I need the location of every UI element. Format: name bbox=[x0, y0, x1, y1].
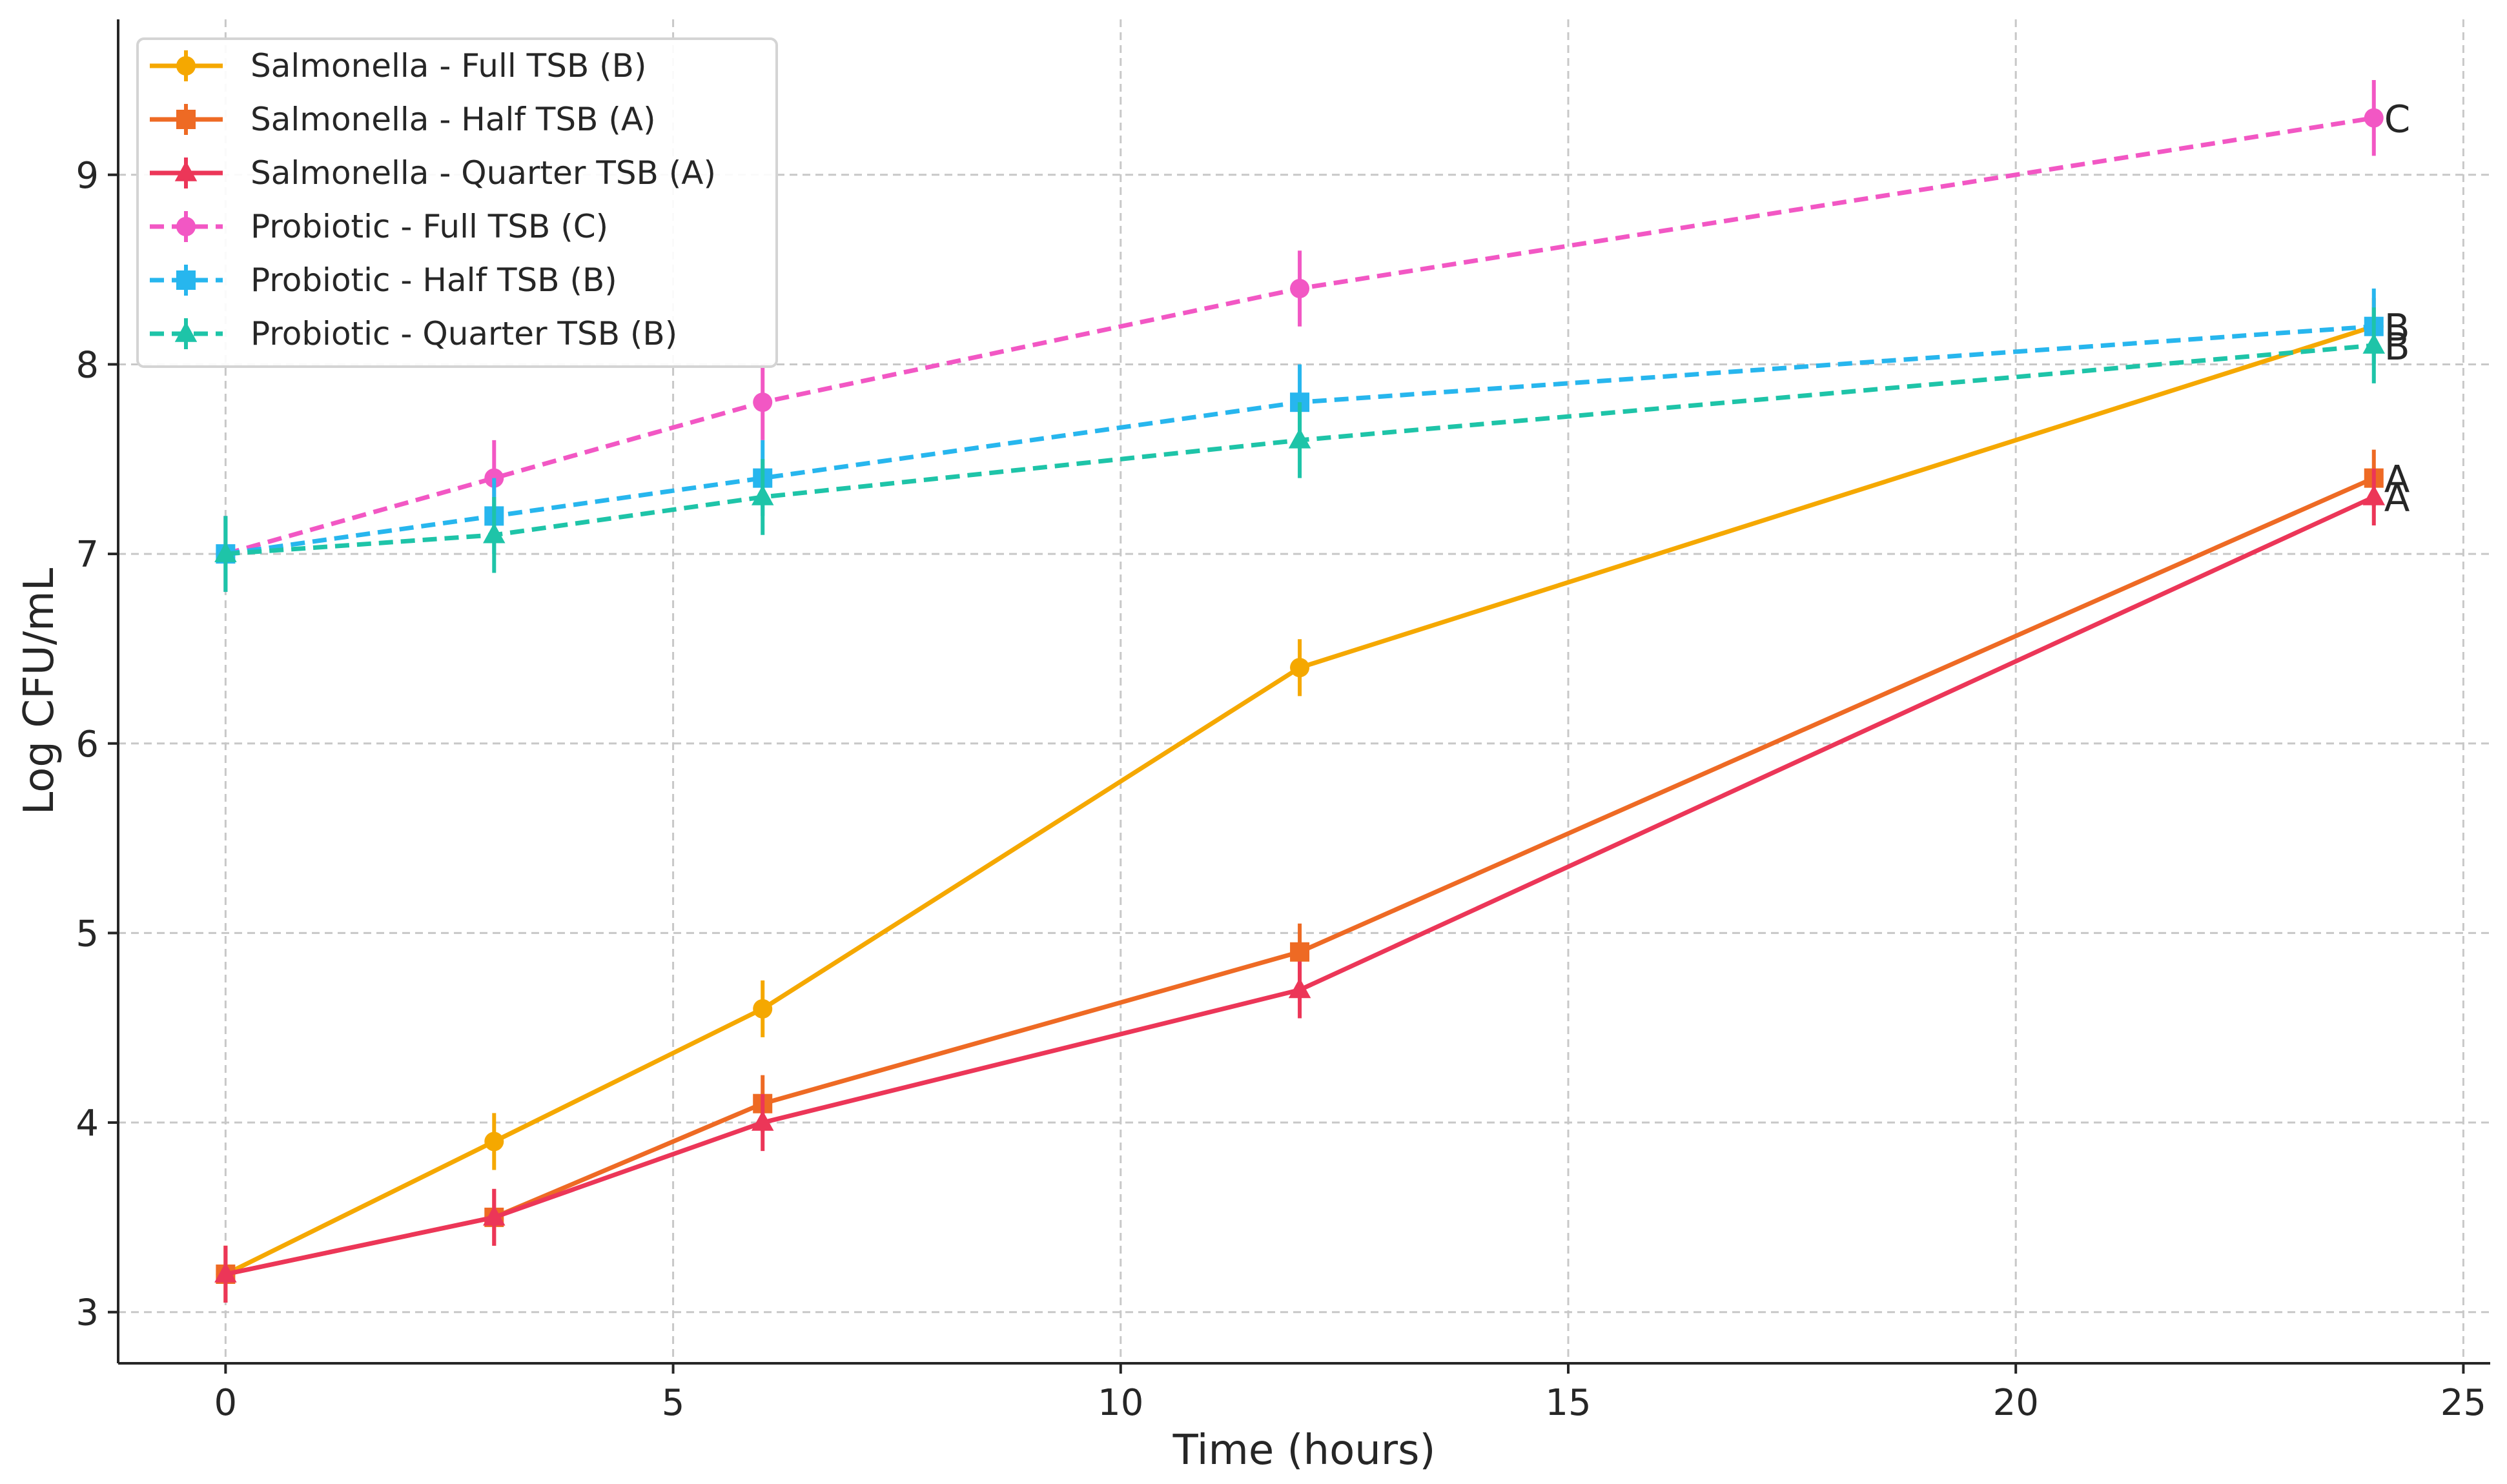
y-tick-label: 8 bbox=[76, 344, 99, 386]
legend-label: Probiotic - Quarter TSB (B) bbox=[251, 315, 677, 352]
data-point bbox=[753, 392, 773, 412]
y-tick-label: 6 bbox=[76, 724, 99, 766]
legend-label: Salmonella - Quarter TSB (A) bbox=[251, 154, 716, 192]
x-tick-label: 10 bbox=[1098, 1382, 1143, 1424]
data-point bbox=[2364, 108, 2384, 128]
data-point bbox=[1290, 942, 1310, 962]
legend-item: Probiotic - Full TSB (C) bbox=[150, 208, 608, 245]
legend-marker bbox=[176, 217, 196, 236]
legend: Salmonella - Full TSB (B) Salmonella - Ha… bbox=[136, 37, 778, 368]
ticks: 0 5 10 15 20 25 3 4 5 6 7 8 9 bbox=[76, 155, 2486, 1424]
x-tick-label: 25 bbox=[2440, 1382, 2486, 1424]
data-point bbox=[483, 1205, 506, 1226]
series-layer: AA C BB bbox=[214, 79, 2411, 1303]
data-point bbox=[2362, 485, 2386, 505]
legend-marker bbox=[176, 270, 196, 290]
data-point bbox=[1290, 658, 1310, 678]
legend-item: Salmonella - Full TSB (B) bbox=[150, 47, 646, 85]
legend-label: Probiotic - Full TSB (C) bbox=[251, 208, 608, 245]
data-point bbox=[484, 1132, 504, 1152]
data-point bbox=[753, 999, 773, 1019]
series-5: B bbox=[214, 307, 2410, 592]
legend-item: Probiotic - Quarter TSB (B) bbox=[150, 315, 677, 352]
x-tick-label: 20 bbox=[1993, 1382, 2039, 1424]
legend-marker bbox=[174, 161, 198, 181]
data-point bbox=[214, 542, 237, 562]
y-tick-label: 9 bbox=[76, 155, 99, 197]
x-tick-label: 15 bbox=[1545, 1382, 1591, 1424]
legend-marker bbox=[176, 56, 196, 76]
series-end-annotation: C bbox=[2384, 97, 2411, 141]
series-end-annotation: A bbox=[2384, 476, 2410, 520]
data-point bbox=[1290, 278, 1310, 298]
data-point bbox=[751, 485, 774, 505]
x-tick-label: 0 bbox=[214, 1382, 238, 1424]
series-3: C bbox=[216, 79, 2411, 592]
series-end-annotation: B bbox=[2384, 325, 2410, 369]
legend-item: Salmonella - Half TSB (A) bbox=[150, 101, 656, 138]
series-end-annotation: B bbox=[2384, 306, 2410, 350]
data-point bbox=[483, 522, 506, 544]
series-line bbox=[225, 324, 2375, 556]
y-tick-label: 4 bbox=[76, 1103, 99, 1144]
legend-item: Salmonella - Quarter TSB (A) bbox=[150, 154, 716, 192]
axes bbox=[117, 19, 2490, 1365]
y-tick-label: 7 bbox=[76, 534, 99, 576]
legend-label: Probiotic - Half TSB (B) bbox=[251, 261, 617, 299]
legend-marker bbox=[176, 110, 196, 129]
data-point bbox=[1288, 428, 1311, 449]
y-axis-label: Log CFU/mL bbox=[15, 567, 63, 815]
legend-box bbox=[136, 37, 778, 368]
x-axis-label: Time (hours) bbox=[1172, 1427, 1436, 1474]
legend-item: Probiotic - Half TSB (B) bbox=[150, 261, 617, 299]
data-point bbox=[214, 1262, 237, 1283]
series-2: A bbox=[214, 468, 2410, 1303]
legend-label: Salmonella - Full TSB (B) bbox=[251, 47, 646, 85]
x-tick-label: 5 bbox=[662, 1382, 685, 1424]
legend-marker bbox=[174, 321, 198, 342]
y-tick-label: 3 bbox=[76, 1292, 99, 1334]
series-end-annotation: A bbox=[2384, 458, 2410, 502]
data-point bbox=[1288, 977, 1311, 999]
legend-label: Salmonella - Half TSB (A) bbox=[251, 101, 656, 138]
data-point bbox=[2362, 333, 2386, 354]
data-point bbox=[751, 1110, 774, 1131]
y-tick-label: 5 bbox=[76, 913, 99, 955]
